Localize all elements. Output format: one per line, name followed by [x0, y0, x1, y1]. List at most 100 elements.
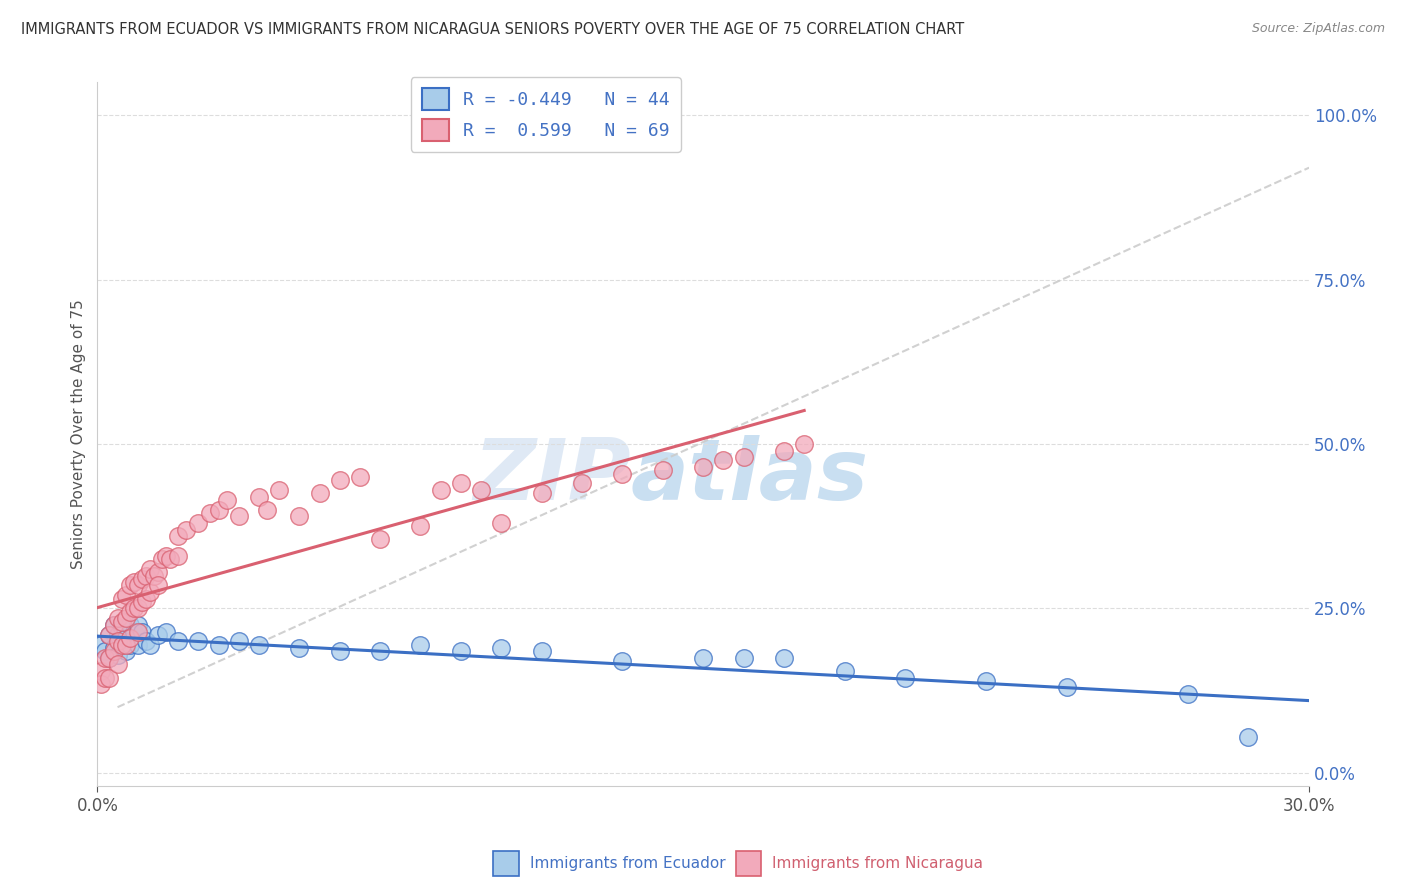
Point	[139, 562, 162, 576]
Point	[127, 624, 149, 639]
Point	[107, 648, 129, 662]
Point	[288, 509, 311, 524]
Point	[98, 650, 121, 665]
Point	[94, 644, 117, 658]
Point	[692, 650, 714, 665]
Point	[894, 671, 917, 685]
Point	[146, 628, 169, 642]
Point	[107, 628, 129, 642]
Point	[368, 644, 391, 658]
Point	[107, 657, 129, 672]
Point	[470, 483, 492, 497]
Point	[94, 650, 117, 665]
Point	[450, 476, 472, 491]
Point	[114, 588, 136, 602]
Point	[834, 664, 856, 678]
Point	[288, 640, 311, 655]
Point	[103, 618, 125, 632]
Point	[167, 634, 190, 648]
Text: IMMIGRANTS FROM ECUADOR VS IMMIGRANTS FROM NICARAGUA SENIORS POVERTY OVER THE AG: IMMIGRANTS FROM ECUADOR VS IMMIGRANTS FR…	[21, 22, 965, 37]
Point	[90, 638, 112, 652]
Point	[368, 533, 391, 547]
Point	[207, 503, 229, 517]
Point	[530, 644, 553, 658]
Point	[429, 483, 451, 497]
Point	[110, 615, 132, 629]
Point	[146, 578, 169, 592]
Point	[110, 638, 132, 652]
Point	[103, 644, 125, 658]
Point	[98, 671, 121, 685]
Point	[974, 673, 997, 688]
Point	[98, 628, 121, 642]
Point	[90, 677, 112, 691]
Text: ZIP: ZIP	[472, 435, 630, 518]
Point	[228, 509, 250, 524]
Point	[114, 631, 136, 645]
Point	[491, 640, 513, 655]
Point	[127, 638, 149, 652]
Point	[1237, 730, 1260, 744]
Point	[122, 575, 145, 590]
Y-axis label: Seniors Poverty Over the Age of 75: Seniors Poverty Over the Age of 75	[72, 300, 86, 569]
Point	[110, 591, 132, 606]
Point	[167, 529, 190, 543]
Point	[135, 634, 157, 648]
Point	[247, 490, 270, 504]
Point	[90, 664, 112, 678]
Point	[571, 476, 593, 491]
Point	[139, 638, 162, 652]
Point	[329, 473, 352, 487]
Point	[131, 624, 153, 639]
Point	[530, 486, 553, 500]
Point	[793, 437, 815, 451]
Point	[612, 467, 634, 481]
Point	[118, 638, 141, 652]
Point	[150, 552, 173, 566]
Point	[98, 650, 121, 665]
Point	[228, 634, 250, 648]
Point	[127, 578, 149, 592]
Point	[450, 644, 472, 658]
Text: Immigrants from Nicaragua: Immigrants from Nicaragua	[772, 856, 983, 871]
Point	[107, 611, 129, 625]
Point	[773, 650, 796, 665]
Point	[187, 634, 209, 648]
Point	[139, 585, 162, 599]
Point	[174, 523, 197, 537]
Point	[110, 638, 132, 652]
Point	[713, 453, 735, 467]
Point	[118, 618, 141, 632]
Point	[773, 443, 796, 458]
Point	[329, 644, 352, 658]
Point	[114, 638, 136, 652]
Point	[187, 516, 209, 530]
Point	[155, 624, 177, 639]
Text: Immigrants from Ecuador: Immigrants from Ecuador	[530, 856, 725, 871]
Point	[98, 628, 121, 642]
Point	[349, 470, 371, 484]
Point	[142, 568, 165, 582]
Point	[167, 549, 190, 563]
Point	[651, 463, 673, 477]
Point	[103, 640, 125, 655]
Text: atlas: atlas	[630, 435, 869, 518]
Point	[256, 503, 278, 517]
Point	[94, 671, 117, 685]
Point	[122, 601, 145, 615]
Point	[247, 638, 270, 652]
Point	[131, 572, 153, 586]
Point	[159, 552, 181, 566]
Text: Source: ZipAtlas.com: Source: ZipAtlas.com	[1251, 22, 1385, 36]
Point	[1177, 687, 1199, 701]
Point	[491, 516, 513, 530]
Legend: R = -0.449   N = 44, R =  0.599   N = 69: R = -0.449 N = 44, R = 0.599 N = 69	[411, 77, 681, 152]
Point	[131, 595, 153, 609]
Point	[215, 492, 238, 507]
Point	[118, 578, 141, 592]
Point	[146, 566, 169, 580]
Point	[1056, 681, 1078, 695]
Point	[409, 638, 432, 652]
Point	[733, 650, 755, 665]
Point	[118, 631, 141, 645]
